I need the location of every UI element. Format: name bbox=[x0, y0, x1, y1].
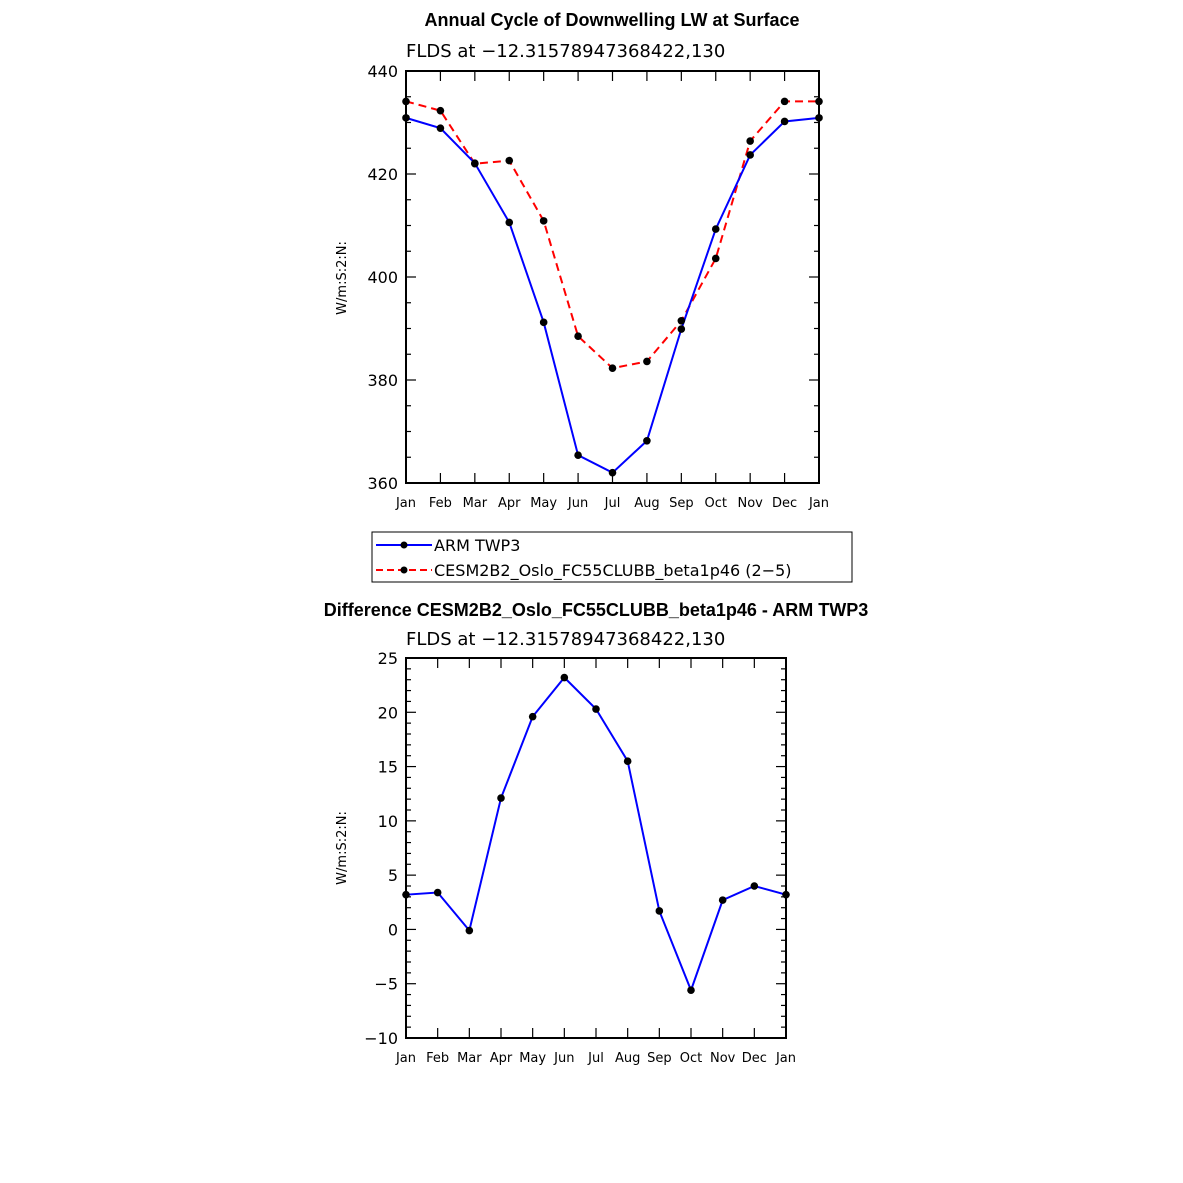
legend-label-arm: ARM TWP3 bbox=[434, 536, 520, 555]
x-tick-label: Aug bbox=[634, 496, 659, 511]
y-tick-label: 440 bbox=[367, 62, 398, 81]
legend-marker-cesm bbox=[400, 566, 408, 574]
x-tick-label: Jul bbox=[587, 1051, 604, 1066]
y-tick-label: 400 bbox=[367, 268, 398, 287]
chart-annual-cycle: Annual Cycle of Downwelling LW at Surfac… bbox=[335, 10, 829, 511]
x-tick-label: Jul bbox=[604, 496, 621, 511]
series-0-point bbox=[436, 124, 445, 132]
series-0-point bbox=[505, 218, 514, 227]
y-tick-label: 0 bbox=[388, 920, 398, 939]
series-line-0 bbox=[405, 676, 787, 994]
x-tick-label: May bbox=[519, 1051, 546, 1066]
x-tick-label: Apr bbox=[498, 496, 521, 511]
x-tick-label: Jun bbox=[567, 496, 588, 511]
series-0-point bbox=[433, 888, 442, 897]
legend-label-cesm: CESM2B2_Oslo_FC55CLUBB_beta1p46 (2−5) bbox=[434, 561, 792, 581]
series-0-point bbox=[718, 896, 727, 904]
series-1-point bbox=[643, 357, 651, 366]
plot-frame bbox=[405, 657, 787, 1039]
series-1-point bbox=[677, 316, 686, 325]
y-tick-label: −5 bbox=[374, 975, 398, 994]
legend-box bbox=[371, 531, 853, 583]
y-tick-label: 420 bbox=[367, 165, 398, 184]
x-tick-label: Mar bbox=[457, 1051, 482, 1066]
x-tick-label: Sep bbox=[669, 496, 694, 511]
x-tick-label: May bbox=[530, 496, 557, 511]
series-1-point bbox=[711, 254, 720, 263]
series-0-point bbox=[677, 325, 686, 333]
series-0-point bbox=[711, 225, 720, 233]
x-tick-label: Dec bbox=[772, 496, 797, 511]
x-tick-label: Jan bbox=[395, 1051, 416, 1066]
x-tick-label: Jan bbox=[395, 496, 416, 511]
series-0-point bbox=[746, 151, 754, 159]
series-1-point bbox=[746, 137, 754, 145]
series-0-point bbox=[539, 318, 548, 327]
y-tick-label: 380 bbox=[367, 371, 398, 390]
chart-subtitle: FLDS at −12.31578947368422,130 bbox=[406, 41, 725, 62]
series-0-point bbox=[497, 794, 505, 802]
series-line-1 bbox=[405, 100, 819, 370]
x-tick-label: Nov bbox=[737, 496, 763, 511]
series-1-point bbox=[539, 217, 548, 225]
plot-frame bbox=[405, 70, 820, 484]
x-tick-label: Apr bbox=[490, 1051, 513, 1066]
series-1-point bbox=[574, 332, 582, 341]
series-0-point bbox=[574, 451, 582, 459]
x-tick-label: Feb bbox=[429, 496, 452, 511]
series-1-point bbox=[608, 364, 617, 372]
series-0-point bbox=[655, 907, 664, 915]
series-line-0 bbox=[405, 116, 820, 474]
chart-difference: Difference CESM2B2_Oslo_FC55CLUBB_beta1p… bbox=[324, 600, 868, 1066]
x-tick-label: Oct bbox=[705, 496, 727, 511]
series-0-point bbox=[750, 882, 759, 890]
series-1-point bbox=[436, 106, 445, 115]
x-tick-label: Jan bbox=[808, 496, 829, 511]
series-0-point bbox=[560, 673, 569, 682]
series-1-point bbox=[505, 156, 514, 165]
legend: ARM TWP3 CESM2B2_Oslo_FC55CLUBB_beta1p46… bbox=[371, 531, 853, 583]
chart-title: Difference CESM2B2_Oslo_FC55CLUBB_beta1p… bbox=[324, 600, 868, 620]
series-0-point bbox=[465, 926, 474, 935]
x-tick-label: Sep bbox=[647, 1051, 672, 1066]
y-axis-label: W/m:S:2:N: bbox=[335, 241, 350, 315]
x-tick-label: Dec bbox=[742, 1051, 767, 1066]
y-tick-label: −10 bbox=[364, 1029, 398, 1048]
series-0-point bbox=[592, 705, 600, 713]
y-tick-label: 15 bbox=[378, 758, 398, 777]
x-tick-label: Oct bbox=[680, 1051, 702, 1066]
series-0-point bbox=[623, 757, 632, 765]
x-tick-label: Nov bbox=[710, 1051, 736, 1066]
y-tick-label: 5 bbox=[388, 866, 398, 885]
series-0-point bbox=[780, 117, 789, 126]
y-axis-label: W/m:S:2:N: bbox=[335, 811, 350, 885]
y-tick-label: 25 bbox=[378, 649, 398, 668]
series-1-point bbox=[780, 97, 789, 106]
series-0-point bbox=[643, 436, 651, 445]
x-tick-label: Feb bbox=[426, 1051, 449, 1066]
legend-marker-arm bbox=[400, 541, 408, 549]
y-tick-label: 10 bbox=[378, 812, 398, 831]
series-0-point bbox=[528, 712, 537, 721]
x-tick-label: Mar bbox=[463, 496, 488, 511]
y-tick-label: 360 bbox=[367, 474, 398, 493]
series-0-point bbox=[608, 468, 617, 477]
x-tick-label: Aug bbox=[615, 1051, 640, 1066]
chart-subtitle: FLDS at −12.31578947368422,130 bbox=[406, 629, 725, 650]
x-tick-label: Jun bbox=[553, 1051, 574, 1066]
x-tick-label: Jan bbox=[775, 1051, 796, 1066]
series-0-point bbox=[471, 159, 479, 167]
y-tick-label: 20 bbox=[378, 703, 398, 722]
chart-title: Annual Cycle of Downwelling LW at Surfac… bbox=[424, 10, 799, 30]
series-0-point bbox=[687, 986, 695, 995]
